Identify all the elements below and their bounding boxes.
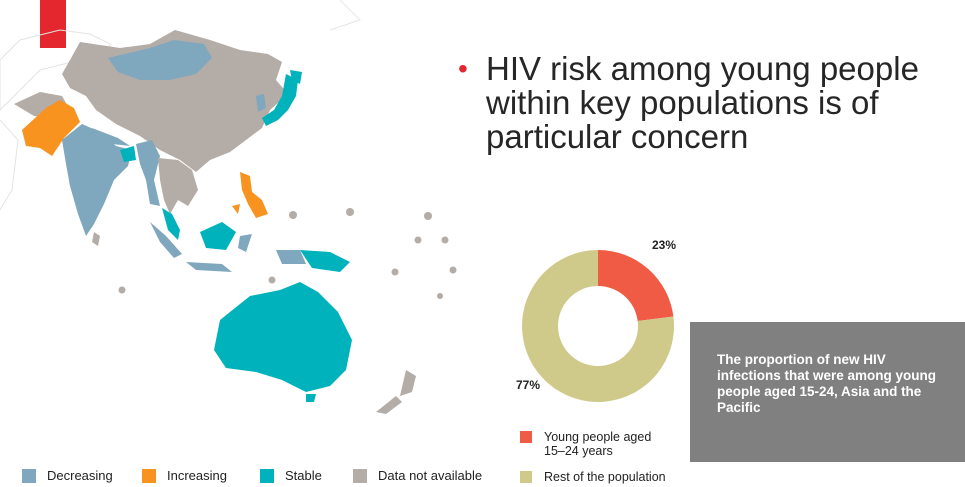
key-point-text: HIV risk among young people within key p… (486, 50, 919, 155)
region-indochina-grey (158, 158, 198, 214)
legend-swatch-rest (520, 471, 532, 483)
region-indonesia-blue (150, 222, 182, 258)
data-label-young: 23% (652, 238, 677, 252)
region-mongolia-blue (108, 40, 212, 80)
region-nepal-blue (92, 128, 130, 146)
legend-label-young-line1: Young people aged (544, 430, 652, 444)
region-japan-stable (262, 74, 298, 126)
region-india-blue (62, 124, 132, 236)
region-new-zealand-grey (400, 370, 416, 396)
legend-label-rest: Rest of the population (544, 470, 666, 484)
donut-slice-young (598, 250, 674, 321)
donut-chart (522, 250, 674, 402)
region-pakistan-orange (22, 100, 80, 156)
chart-caption-box: The proportion of new HIV infections tha… (690, 322, 965, 462)
legend-swatch-young (520, 431, 532, 443)
map-legend-swatch-decreasing (22, 469, 36, 483)
map-legend-swatch-increasing (142, 469, 156, 483)
data-label-rest: 77% (516, 378, 541, 392)
map-legend-swatch-not-available (353, 469, 367, 483)
region-malaysia-stable (162, 208, 180, 240)
pacific-island-markers (118, 208, 457, 299)
map-legend: Decreasing Increasing Stable Data not av… (0, 462, 500, 484)
region-philippines-orange (240, 172, 268, 218)
region-myanmar-blue (136, 140, 160, 206)
region-bangladesh-stable (120, 146, 136, 162)
region-png-stable (300, 250, 350, 272)
accent-tab (40, 0, 66, 48)
legend-label-young-line2: 15–24 years (544, 444, 613, 458)
map-legend-swatch-stable (260, 469, 274, 483)
key-point-bullet: • HIV risk among young people within key… (458, 52, 958, 154)
chart-caption-text: The proportion of new HIV infections tha… (717, 352, 937, 415)
donut-slice-rest (522, 250, 674, 402)
asia-pacific-map (0, 0, 457, 414)
bullet-dot: • (458, 53, 468, 84)
region-australia-stable (214, 282, 352, 392)
